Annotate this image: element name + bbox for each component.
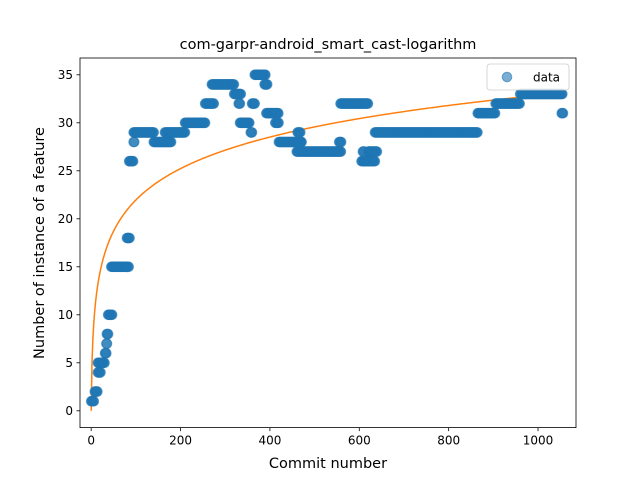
data-point (106, 309, 118, 321)
y-tick-label: 35 (58, 68, 73, 82)
data-point (273, 117, 284, 129)
data-point (102, 328, 114, 340)
data-point (335, 146, 347, 157)
x-tick-label: 400 (258, 434, 281, 448)
data-point (123, 261, 135, 273)
data-point (179, 127, 191, 138)
y-tick-label: 10 (58, 308, 73, 322)
data-point (246, 127, 258, 138)
data-point (249, 98, 261, 109)
data-point (244, 117, 255, 129)
data-point (261, 79, 273, 90)
data-point (362, 98, 374, 109)
x-axis-label: Commit number (269, 456, 387, 472)
plot-background (80, 58, 576, 428)
plot-frame (79, 57, 577, 429)
data-point (489, 107, 501, 119)
data-point (148, 127, 160, 138)
data-point (557, 88, 568, 100)
data-point (296, 136, 307, 148)
data-points-layer (85, 69, 569, 407)
data-point (101, 347, 112, 359)
data-point (369, 155, 381, 167)
data-point (99, 357, 110, 369)
data-point (128, 136, 140, 148)
data-point (514, 98, 526, 109)
fit-curve-layer (90, 91, 565, 411)
data-point (127, 155, 139, 167)
x-tick-label: 800 (437, 434, 460, 448)
data-point (165, 136, 177, 148)
data-point (95, 367, 106, 378)
legend: data (486, 63, 570, 91)
x-tick-label: 0 (87, 434, 95, 448)
y-axis: 0 5 10 15 20 25 30 35 (58, 68, 80, 418)
data-point (472, 127, 483, 138)
y-tick-label: 5 (65, 356, 73, 370)
data-point (199, 117, 211, 129)
legend-label: data (533, 71, 560, 85)
data-point (371, 146, 383, 157)
data-point (228, 79, 240, 90)
y-tick-label: 30 (58, 116, 73, 130)
data-point (295, 127, 306, 138)
x-tick-label: 200 (169, 434, 192, 448)
data-point (235, 88, 247, 100)
fit-curve (90, 91, 565, 411)
data-point (124, 232, 135, 244)
data-point (92, 386, 103, 397)
y-tick-label: 0 (65, 404, 73, 418)
data-point (208, 98, 220, 109)
y-tick-label: 15 (58, 260, 73, 274)
data-point (88, 395, 100, 407)
y-tick-label: 25 (58, 164, 73, 178)
data-point (273, 107, 284, 119)
chart-title: com-garpr-android_smart_cast-logarithm (180, 37, 477, 53)
legend-marker (501, 71, 513, 83)
x-tick-label: 1000 (523, 434, 554, 448)
y-axis-label: Number of instance of a feature (32, 127, 48, 359)
data-point (557, 107, 569, 119)
x-tick-label: 600 (348, 434, 371, 448)
data-point (335, 136, 347, 148)
y-tick-label: 20 (58, 212, 73, 226)
x-axis: 0 200 400 600 800 1000 (87, 427, 554, 448)
legend-box (486, 63, 570, 91)
data-point (101, 338, 113, 349)
data-point (234, 98, 246, 109)
data-point (260, 69, 271, 81)
